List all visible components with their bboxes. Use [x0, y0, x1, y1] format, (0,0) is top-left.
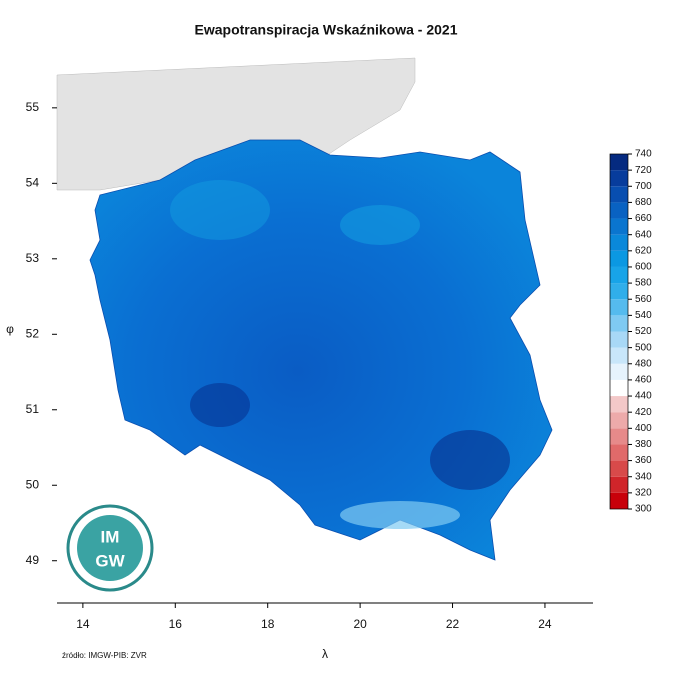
colorbar-tick-label: 560	[635, 294, 652, 305]
colorbar-band	[610, 363, 628, 380]
colorbar-tick-label: 720	[635, 165, 652, 176]
colorbar-band	[610, 396, 628, 413]
y-tick-label: 54	[26, 175, 40, 189]
colorbar-tick-label: 740	[635, 149, 652, 160]
colorbar-tick-label: 500	[635, 342, 652, 353]
colorbar-band	[610, 186, 628, 203]
colorbar-tick-label: 440	[635, 391, 652, 402]
colorbar-band	[610, 218, 628, 235]
colorbar-band	[610, 460, 628, 477]
logo: IM GW	[66, 504, 154, 592]
logo-disc	[77, 515, 143, 581]
y-axis-label: φ	[6, 322, 14, 336]
colorbar-tick-label: 340	[635, 471, 652, 482]
colorbar-tick-label: 520	[635, 326, 652, 337]
x-tick-label: 16	[169, 617, 183, 631]
colorbar-band	[610, 476, 628, 493]
colorbar-band	[610, 250, 628, 267]
colorbar-band	[610, 154, 628, 171]
source-note: źródło: IMGW-PIB: ZVR	[62, 651, 147, 660]
colorbar-tick-label: 480	[635, 358, 652, 369]
mountain-shade	[340, 501, 460, 529]
x-tick-label: 18	[261, 617, 275, 631]
logo-text: GW	[95, 551, 125, 570]
colorbar-tick-label: 680	[635, 197, 652, 208]
colorbar-tick-label: 380	[635, 439, 652, 450]
x-tick-label: 24	[538, 617, 552, 631]
logo-text: IM	[101, 527, 120, 546]
colorbar-tick-label: 660	[635, 213, 652, 224]
colorbar-tick-label: 600	[635, 262, 652, 273]
colorbar-band	[610, 283, 628, 300]
region-shade	[170, 180, 270, 240]
region-shade	[430, 430, 510, 490]
colorbar-band	[610, 234, 628, 251]
y-tick-label: 55	[26, 100, 40, 114]
x-axis-label: λ	[322, 647, 328, 661]
colorbar-tick-label: 700	[635, 181, 652, 192]
colorbar-tick-label: 460	[635, 375, 652, 386]
colorbar-band	[610, 379, 628, 397]
colorbar-tick-label: 540	[635, 310, 652, 321]
colorbar-tick-label: 400	[635, 423, 652, 434]
colorbar-tick-label: 620	[635, 245, 652, 256]
map-title: Ewapotranspiracja Wskaźnikowa - 2021	[195, 22, 458, 38]
colorbar-tick-label: 300	[635, 504, 652, 515]
region-shade	[190, 383, 250, 427]
y-tick-label: 53	[26, 251, 40, 265]
colorbar-tick-label: 420	[635, 407, 652, 418]
colorbar-band	[610, 492, 628, 509]
colorbar-band	[610, 202, 628, 219]
y-tick-label: 49	[26, 553, 40, 567]
axes: λ φ	[6, 322, 593, 661]
country-area	[89, 139, 553, 561]
y-tick-label: 50	[26, 477, 40, 491]
colorbar-band	[610, 412, 628, 429]
colorbar-tick-label: 580	[635, 278, 652, 289]
colorbar-band	[610, 331, 628, 348]
colorbar-tick-label: 360	[635, 455, 652, 466]
y-tick-label: 52	[26, 326, 40, 340]
y-tick-label: 51	[26, 402, 40, 416]
colorbar-tick-label: 320	[635, 488, 652, 499]
colorbar-band	[610, 170, 628, 187]
colorbar-band	[610, 428, 628, 445]
colorbar-band	[610, 266, 628, 284]
x-tick-label: 20	[353, 617, 367, 631]
x-tick-label: 22	[446, 617, 460, 631]
colorbar-band	[610, 299, 628, 316]
region-shade	[340, 205, 420, 245]
colorbar-tick-label: 640	[635, 229, 652, 240]
x-tick-label: 14	[76, 617, 90, 631]
colorbar-band	[610, 444, 628, 461]
colorbar-band	[610, 347, 628, 364]
colorbar-band	[610, 315, 628, 332]
